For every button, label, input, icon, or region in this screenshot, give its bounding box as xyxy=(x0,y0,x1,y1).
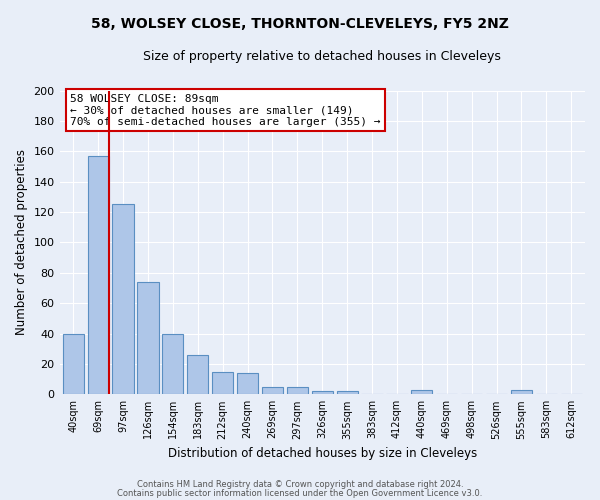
Title: Size of property relative to detached houses in Cleveleys: Size of property relative to detached ho… xyxy=(143,50,501,63)
Bar xyxy=(112,204,134,394)
Bar xyxy=(162,334,184,394)
Bar xyxy=(212,372,233,394)
Text: 58, WOLSEY CLOSE, THORNTON-CLEVELEYS, FY5 2NZ: 58, WOLSEY CLOSE, THORNTON-CLEVELEYS, FY… xyxy=(91,18,509,32)
Bar xyxy=(62,334,84,394)
Bar xyxy=(287,386,308,394)
Bar xyxy=(137,282,158,395)
Text: 58 WOLSEY CLOSE: 89sqm
← 30% of detached houses are smaller (149)
70% of semi-de: 58 WOLSEY CLOSE: 89sqm ← 30% of detached… xyxy=(70,94,380,127)
Bar xyxy=(511,390,532,394)
Text: Contains public sector information licensed under the Open Government Licence v3: Contains public sector information licen… xyxy=(118,489,482,498)
Bar xyxy=(187,355,208,395)
Bar xyxy=(262,386,283,394)
Bar xyxy=(337,392,358,394)
Bar xyxy=(88,156,109,394)
Bar xyxy=(237,373,258,394)
X-axis label: Distribution of detached houses by size in Cleveleys: Distribution of detached houses by size … xyxy=(167,447,477,460)
Y-axis label: Number of detached properties: Number of detached properties xyxy=(15,150,28,336)
Bar xyxy=(411,390,433,394)
Bar xyxy=(311,392,333,394)
Text: Contains HM Land Registry data © Crown copyright and database right 2024.: Contains HM Land Registry data © Crown c… xyxy=(137,480,463,489)
